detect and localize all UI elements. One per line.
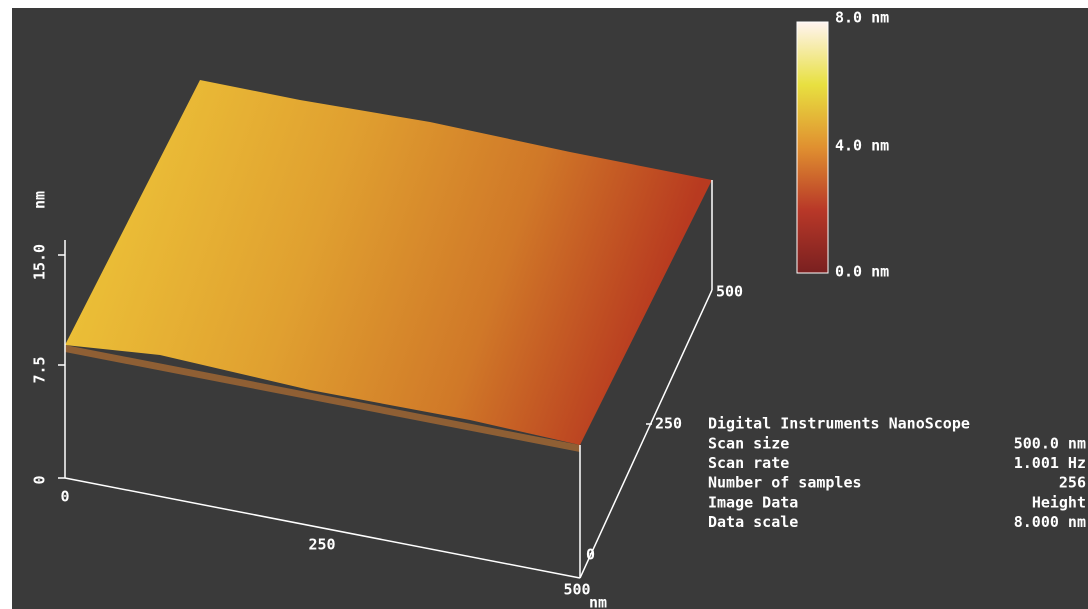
colorbar-label: 0.0 nm	[835, 263, 889, 281]
y-tick-label: 500	[716, 283, 743, 301]
z-unit: nm	[31, 191, 49, 209]
y-tick-label: 0	[586, 546, 595, 564]
info-value: 256	[1059, 474, 1086, 492]
z-tick-label: 0	[31, 475, 49, 484]
info-value: Height	[1032, 493, 1086, 511]
z-tick-label: 7.5	[31, 356, 49, 383]
info-value: 8.000 nm	[1014, 513, 1086, 531]
x-tick-label: 250	[308, 536, 335, 554]
info-key: Data scale	[708, 513, 798, 531]
x-tick-label: 0	[60, 488, 69, 506]
x-tick-label: 500	[563, 581, 590, 599]
x-unit: nm	[589, 594, 607, 609]
info-title: Digital Instruments NanoScope	[708, 415, 970, 433]
colorbar-label: 8.0 nm	[835, 9, 889, 27]
colorbar-label: 4.0 nm	[835, 137, 889, 155]
afm-view: nm 15.0 7.5 0 0 250 500 nm 0 250 500 8.0…	[0, 0, 1088, 609]
info-key: Scan rate	[708, 454, 789, 472]
info-value: 500.0 nm	[1014, 435, 1086, 453]
info-value: 1.001 Hz	[1014, 454, 1086, 472]
y-tick-label: 250	[655, 415, 682, 433]
info-key: Image Data	[708, 493, 798, 511]
info-key: Number of samples	[708, 474, 862, 492]
info-key: Scan size	[708, 435, 789, 453]
colorbar	[797, 22, 828, 273]
z-tick-label: 15.0	[31, 244, 49, 280]
